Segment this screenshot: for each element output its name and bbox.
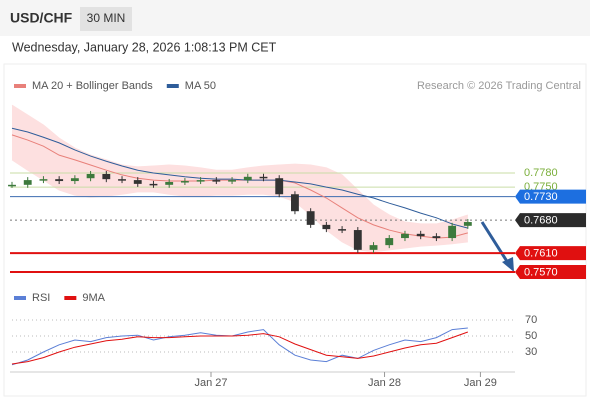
legend-swatch [64,296,77,300]
symbol: USD/CHF [10,10,73,26]
candle [196,180,205,182]
candle [306,211,315,225]
candle [385,238,394,246]
rsi-line [11,327,468,366]
candle [369,245,378,250]
candle [39,179,48,181]
candle [102,173,111,180]
candle [86,173,95,179]
level-label: 0.7780 [524,167,558,179]
candle [228,180,236,182]
candle [180,181,189,183]
interval-box [80,7,132,31]
level-tag [515,264,586,279]
y-tick-label: 70 [525,314,537,326]
candle [8,184,16,187]
level-label: 0.7570 [524,266,558,278]
level-label: 0.7610 [524,248,558,260]
candle [322,224,331,230]
forecast-arrow [480,221,510,264]
credit: Research © 2026 Trading Central [417,80,581,92]
band-upper [11,104,469,225]
candle [291,194,299,212]
candle [165,181,174,185]
candle [23,180,32,185]
candle [416,233,425,237]
candle [463,222,472,226]
legend-label: RSI [32,292,50,304]
x-tick-label: Jan 29 [464,377,497,389]
panel-frame [3,63,587,397]
legend-label: MA 50 [185,80,216,92]
candle [55,179,64,182]
datetime: Wednesday, January 28, 2026 1:08:13 PM C… [12,40,277,54]
x-tick-label: Jan 27 [194,377,227,389]
y-tick-label: 30 [525,346,537,358]
y-tick-label: 50 [525,330,537,342]
candle [338,229,347,231]
moving-average [11,127,468,229]
legend-swatch [166,84,179,88]
legend-label: 9MA [82,292,105,304]
forecast-arrow-head [502,257,514,272]
candle [275,178,284,195]
level-label: 0.7730 [524,191,558,203]
bollinger-band [12,105,468,252]
candle [401,233,409,239]
candle [259,176,268,179]
candle [243,176,252,181]
candle [70,178,79,182]
level-label: 0.7680 [524,215,558,227]
candle [448,225,457,239]
candle [149,183,158,186]
legend-swatch [14,296,26,300]
candle [353,230,362,250]
x-tick-label: Jan 28 [368,377,401,389]
interval: 30 MIN [87,11,126,25]
legend-label: MA 20 + Bollinger Bands [32,80,153,92]
rsi-line [11,331,469,365]
legend-swatch [14,84,26,88]
level-tag [515,246,586,261]
candle [118,179,126,181]
level-tag [515,189,586,204]
candle [133,180,142,184]
candle [432,236,441,239]
level-tag [515,213,586,228]
candle [212,180,221,182]
